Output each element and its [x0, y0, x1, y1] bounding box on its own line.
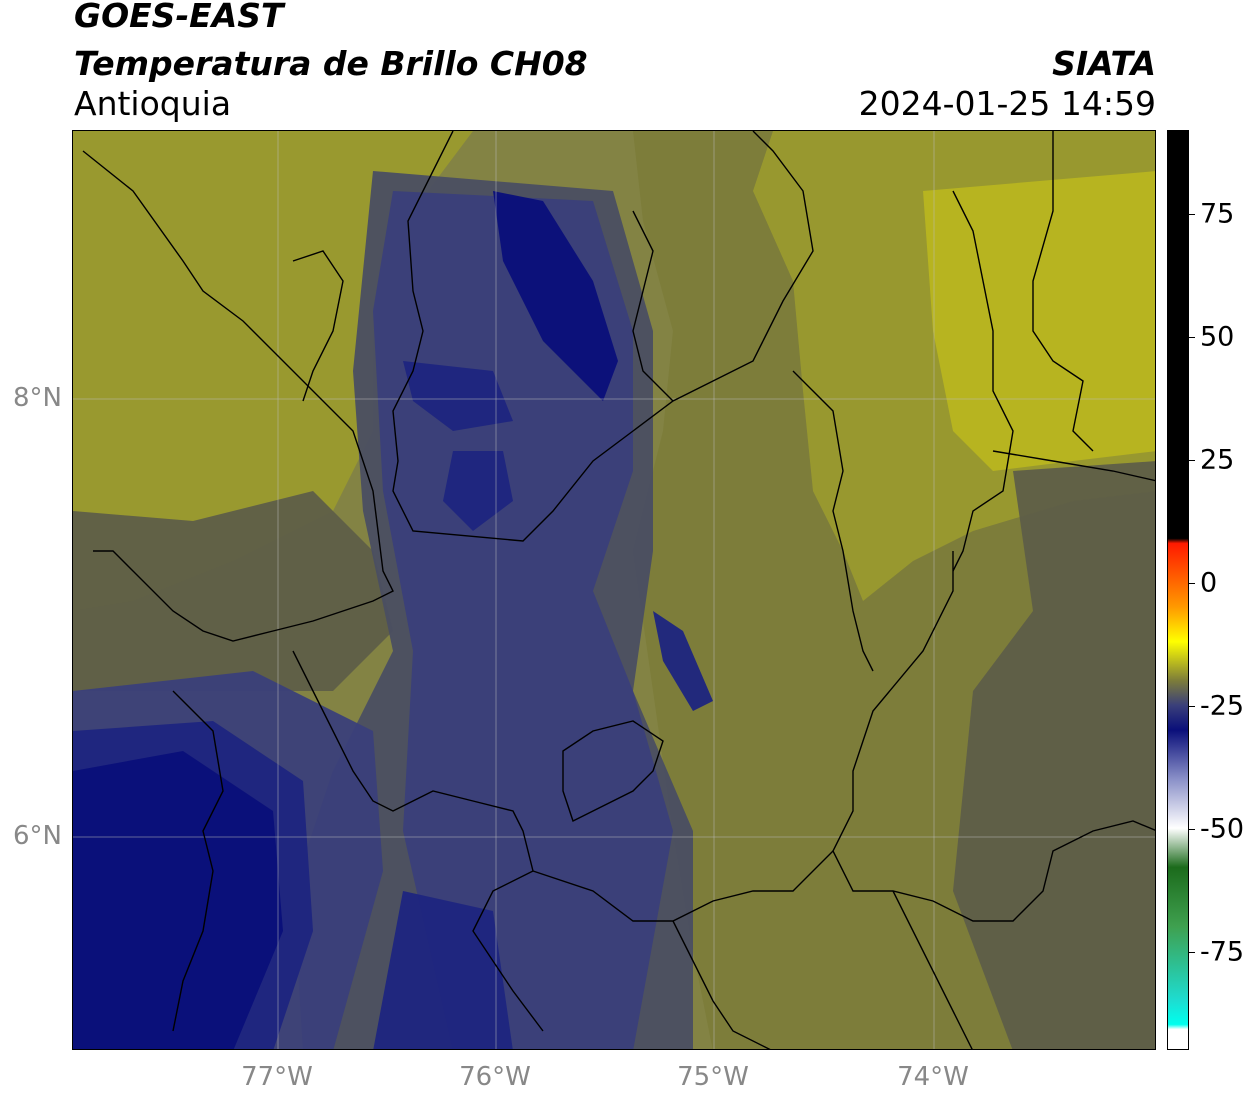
- colorbar-tick-mark: [1189, 336, 1195, 339]
- colorbar-tick-label: 50: [1200, 321, 1235, 353]
- boundary-cordoba: [632, 210, 674, 402]
- boundary-bolivar: [792, 370, 874, 672]
- brightness-temperature-map: [72, 130, 1156, 1050]
- colorbar-tick-label: 25: [1200, 444, 1235, 476]
- colorbar-tick-label: 75: [1200, 198, 1235, 230]
- colorbar-tick-label: 0: [1200, 567, 1218, 599]
- colorbar-tick-mark: [1189, 828, 1195, 831]
- colorbar-tick-label: -25: [1200, 690, 1245, 722]
- colorbar-tick-label: -50: [1200, 813, 1245, 845]
- colorbar-tick-mark: [1189, 582, 1195, 585]
- timestamp-label: 2024-01-25 14:59: [858, 84, 1156, 123]
- boundary-caldas: [532, 850, 834, 922]
- region-subtitle: Antioquia: [74, 84, 232, 123]
- admin-boundaries: [82, 131, 1155, 1049]
- product-title: Temperatura de Brillo CH08: [74, 44, 588, 83]
- boundary-choco: [172, 690, 224, 1032]
- boundary-east-river: [1032, 131, 1094, 452]
- field-slate-east: [953, 461, 1155, 1049]
- lat-label-8n: 8°N: [13, 383, 62, 413]
- lon-label-76w: 76°W: [459, 1062, 531, 1092]
- boundary-medellin: [562, 720, 664, 822]
- field-yellow-bright: [923, 171, 1155, 471]
- boundary-magdalena-river: [952, 190, 1014, 572]
- lat-label-6n: 6°N: [13, 821, 62, 851]
- boundary-antioquia-south: [292, 650, 544, 1032]
- temperature-fields: [73, 131, 1155, 1049]
- boundary-risaralda: [672, 920, 771, 1049]
- temperature-colorbar: [1167, 130, 1189, 1050]
- field-deepnavy-southwest: [73, 751, 283, 1049]
- lon-label-77w: 77°W: [241, 1062, 313, 1092]
- field-grayolive-west: [73, 491, 393, 691]
- colorbar-tick-mark: [1189, 213, 1195, 216]
- field-navy-convective-band: [493, 191, 618, 401]
- coastline-gulf: [292, 250, 344, 402]
- boundary-cundinamarca: [892, 890, 973, 1049]
- colorbar-tick-mark: [1189, 705, 1195, 708]
- map-canvas: [73, 131, 1155, 1049]
- colorbar-tick-label: -75: [1200, 936, 1245, 968]
- graticule: [73, 131, 1155, 1049]
- lon-label-74w: 74°W: [897, 1062, 969, 1092]
- field-navy-streak: [653, 611, 713, 711]
- field-navy-south: [373, 891, 513, 1049]
- boundary-santander: [992, 450, 1155, 482]
- colorbar-tick-mark: [1189, 459, 1195, 462]
- lon-label-75w: 75°W: [677, 1062, 749, 1092]
- field-navy-convective-core: [403, 361, 513, 431]
- boundary-antioquia-north: [392, 131, 764, 542]
- colorbar-tick-mark: [1189, 951, 1195, 954]
- satellite-title: GOES-EAST: [74, 0, 284, 35]
- boundary-antioquia-east: [752, 131, 814, 342]
- organization-label: SIATA: [1052, 44, 1156, 83]
- coastline-uraba: [82, 150, 394, 642]
